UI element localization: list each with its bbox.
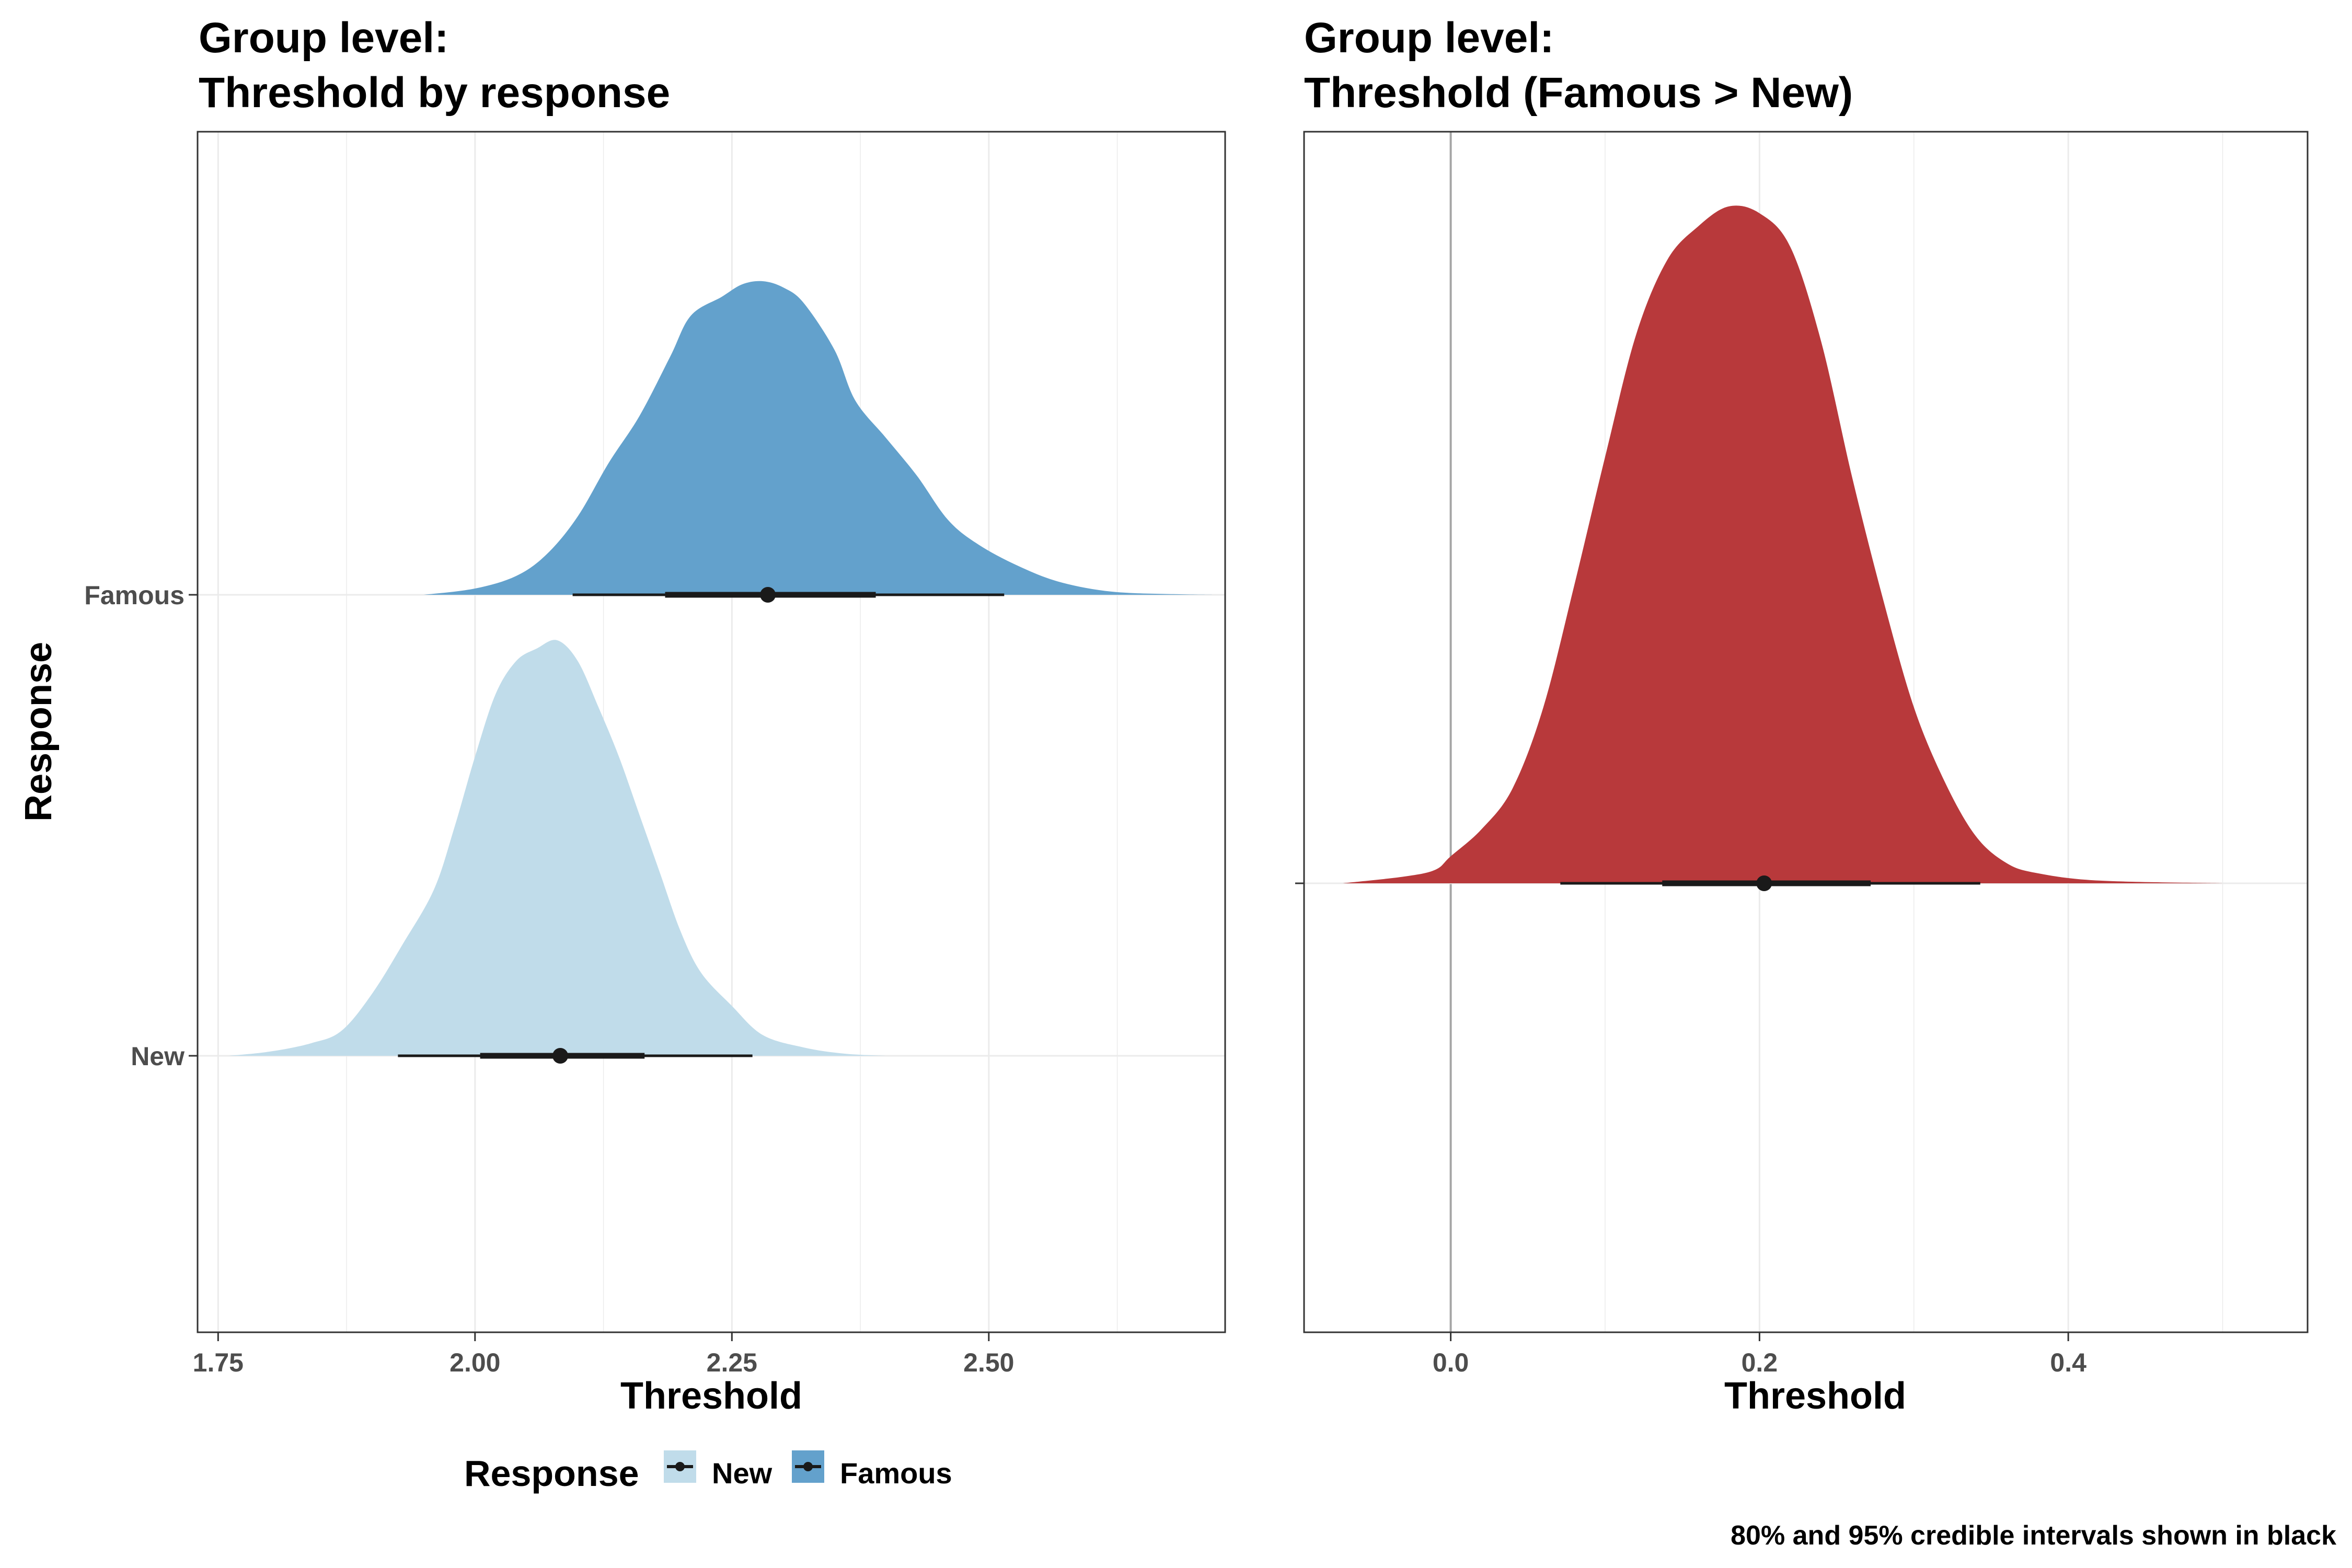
right-title-line-1: Group level:: [1304, 14, 1554, 62]
left-series-layer: [228, 281, 1215, 1064]
left-y-ticks: New Famous: [84, 581, 198, 1071]
legend: Response New Famous: [464, 1450, 952, 1494]
x-tick-label: 0.2: [1742, 1348, 1778, 1377]
left-panel: Group level: Threshold by response 1.75 2…: [18, 14, 1226, 1417]
density-new: [228, 640, 886, 1056]
right-panel: Group level: Threshold (Famous > New) 0.…: [1295, 14, 2309, 1417]
right-title-line-2: Threshold (Famous > New): [1304, 69, 1853, 117]
x-tick-label: 0.0: [1433, 1348, 1469, 1377]
right-plot-border: [1303, 131, 2309, 1333]
x-tick-label: 2.50: [963, 1348, 1014, 1377]
left-title-line-2: Threshold by response: [199, 69, 670, 117]
density-famous: [423, 281, 1215, 595]
legend-title: Response: [464, 1453, 639, 1494]
median-point-new: [552, 1048, 568, 1064]
legend-key-new-point: [675, 1462, 685, 1471]
left-y-axis-title: Response: [18, 642, 60, 822]
right-series-layer: [1342, 205, 2223, 891]
right-x-ticks: 0.0 0.2 0.4: [1433, 1332, 2086, 1377]
median-point-famous: [760, 587, 776, 603]
left-x-axis-title: Threshold: [620, 1375, 802, 1417]
right-x-axis-title: Threshold: [1724, 1375, 1906, 1417]
density-difference: [1342, 205, 2223, 884]
x-tick-label: 2.25: [707, 1348, 757, 1377]
left-x-ticks: 1.75 2.00 2.25 2.50: [193, 1332, 1014, 1377]
y-tick-label-famous: Famous: [84, 581, 185, 610]
legend-entry-new: New: [664, 1450, 773, 1490]
left-title-line-1: Group level:: [199, 14, 448, 62]
x-tick-label: 1.75: [193, 1348, 244, 1377]
legend-entry-famous: Famous: [792, 1450, 952, 1490]
y-tick-label-new: New: [131, 1042, 185, 1071]
legend-label-famous: Famous: [840, 1457, 952, 1490]
caption: 80% and 95% credible intervals shown in …: [1731, 1520, 2336, 1551]
x-tick-label: 0.4: [2050, 1348, 2086, 1377]
legend-key-famous-point: [803, 1462, 813, 1471]
legend-label-new: New: [712, 1457, 773, 1490]
left-plot-border: [197, 131, 1226, 1333]
x-tick-label: 2.00: [449, 1348, 500, 1377]
median-point-difference: [1756, 875, 1772, 891]
